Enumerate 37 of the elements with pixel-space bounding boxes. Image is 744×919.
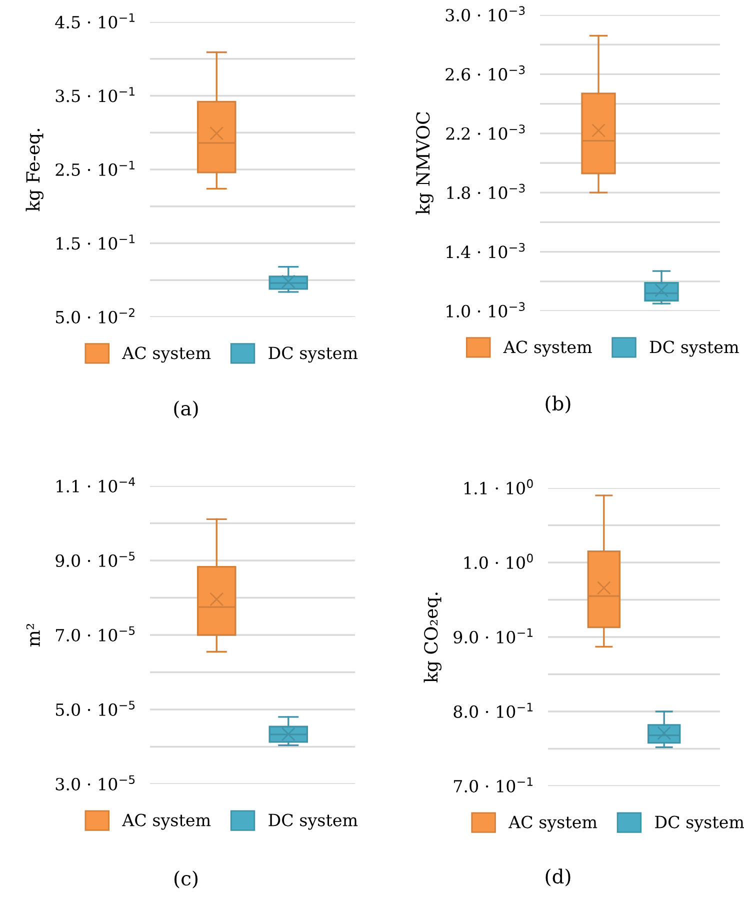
y-tick-label: 1.8 · 10$^{−3}$	[447, 184, 525, 200]
y-tick-label: 1.0 · 10$^{0}$	[464, 554, 533, 569]
y-tick-label: 7.0 · 10$^{−5}$	[56, 626, 135, 642]
legend-label: AC system	[508, 816, 598, 832]
legend-label: DC system	[268, 814, 358, 830]
y-tick-label: 1.5 · 10$^{−1}$	[56, 234, 134, 250]
y-tick-label: 5.0 · 10$^{−2}$	[56, 308, 134, 324]
y-tick-label: 8.0 · 10$^{−1}$	[454, 702, 532, 718]
legend-label: DC system	[655, 816, 744, 832]
legend-label: AC system	[122, 814, 211, 830]
legend-label: AC system	[503, 340, 592, 357]
y-tick-label: 1.1 · 10$^{0}$	[464, 479, 533, 494]
text: (b)	[546, 396, 570, 414]
legend-label: DC system	[268, 346, 358, 363]
y-tick-label: 2.5 · 10$^{−1}$	[56, 160, 134, 176]
y-tick-label: 9.0 · 10$^{−1}$	[454, 628, 532, 644]
text: (a)	[174, 400, 198, 418]
y-tick-label: 7.0 · 10$^{−1}$	[454, 777, 532, 792]
legend-label: DC system	[650, 340, 739, 357]
y-tick-label: 1.4 · 10$^{−3}$	[446, 242, 525, 258]
text: (c)	[174, 870, 198, 888]
y-axis-title: kg Fe-eq.	[26, 128, 44, 212]
y-tick-label: 4.5 · 10$^{−1}$	[55, 13, 134, 28]
y-tick-label: 3.0 · 10$^{−3}$	[446, 6, 525, 22]
y-axis-title: m²	[26, 624, 40, 647]
y-tick-label: 3.0 · 10$^{−5}$	[56, 775, 135, 790]
y-tick-label: 2.6 · 10$^{−3}$	[446, 65, 525, 81]
y-axis-title: kg NMVOC	[416, 112, 434, 214]
text: (d)	[546, 868, 570, 886]
y-tick-label: 1.0 · 10$^{−3}$	[446, 302, 525, 318]
y-tick-label: 9.0 · 10$^{−5}$	[56, 552, 135, 567]
legend-label: AC system	[122, 346, 211, 363]
y-tick-label: 5.0 · 10$^{−5}$	[56, 700, 135, 716]
y-axis-title: kg CO₂eq.	[424, 592, 442, 683]
y-tick-label: 2.2 · 10$^{−3}$	[446, 124, 525, 140]
y-tick-label: 1.1 · 10$^{−4}$	[56, 477, 135, 492]
y-tick-label: 3.5 · 10$^{−1}$	[56, 87, 134, 102]
